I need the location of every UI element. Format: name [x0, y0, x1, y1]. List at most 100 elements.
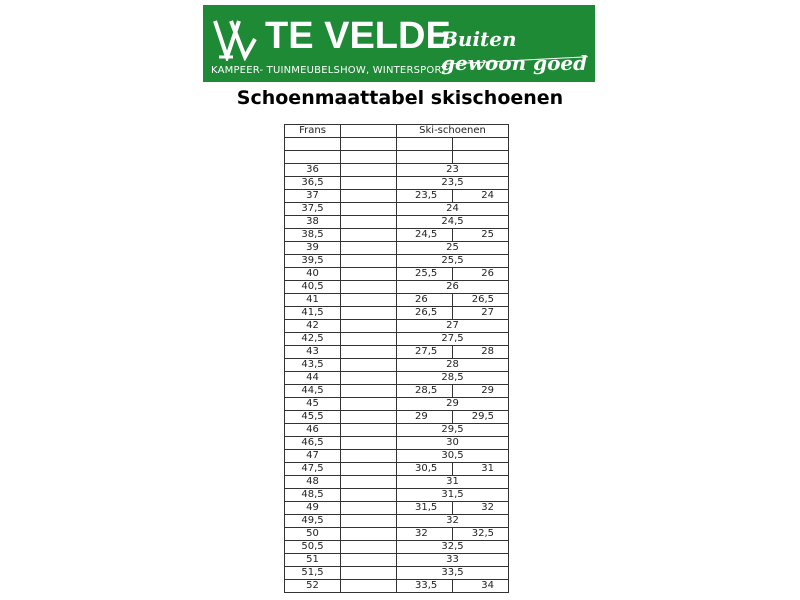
ski-size-high: 29,5 — [452, 410, 509, 424]
empty-cell — [340, 462, 397, 476]
brand-name: TE VELDE — [265, 15, 451, 57]
header-ski: Ski-schoenen — [396, 124, 509, 138]
ski-size-low: 33,5 — [396, 579, 453, 593]
ski-size: 25 — [396, 241, 509, 255]
ski-size: 23,5 — [396, 176, 509, 190]
empty-cell — [340, 228, 397, 242]
logo-banner: TE VELDE KAMPEER- TUINMEUBELSHOW, WINTER… — [203, 5, 595, 82]
ski-size: 23 — [396, 163, 509, 177]
table-row: 46 29,5 — [284, 423, 509, 437]
ski-size: 31,5 — [396, 488, 509, 502]
ski-size-low: 29 — [396, 410, 453, 424]
table-row: 52 33,5 34 — [284, 579, 509, 593]
ski-size-high: 29 — [452, 384, 509, 398]
ski-size: 26 — [396, 280, 509, 294]
table-row: 51 33 — [284, 553, 509, 567]
frans-size: 44 — [284, 371, 341, 385]
frans-size: 47 — [284, 449, 341, 463]
ski-size: 27,5 — [396, 332, 509, 346]
ski-size-low: 28,5 — [396, 384, 453, 398]
empty-cell — [340, 202, 397, 216]
table-row: 42 27 — [284, 319, 509, 333]
table-row: 47 30,5 — [284, 449, 509, 463]
ski-size: 27 — [396, 319, 509, 333]
empty-cell — [340, 566, 397, 580]
table-row: 50,5 32,5 — [284, 540, 509, 554]
empty-cell — [340, 514, 397, 528]
table-row: 45 29 — [284, 397, 509, 411]
ski-size-high: 24 — [452, 189, 509, 203]
ski-size-high: 27 — [452, 306, 509, 320]
frans-size: 50,5 — [284, 540, 341, 554]
empty-cell — [340, 371, 397, 385]
table-row: 47,5 30,5 31 — [284, 462, 509, 476]
ski-size: 25,5 — [396, 254, 509, 268]
empty-cell — [340, 384, 397, 398]
table-row: 51,5 33,5 — [284, 566, 509, 580]
table-row: 38 24,5 — [284, 215, 509, 229]
table-header-row: Frans Ski-schoenen — [284, 124, 509, 138]
frans-size: 44,5 — [284, 384, 341, 398]
empty-cell — [340, 189, 397, 203]
frans-size: 40 — [284, 267, 341, 281]
table-row: 44 28,5 — [284, 371, 509, 385]
frans-size: 41 — [284, 293, 341, 307]
brand-slogan: Buiten gewoon goed — [441, 27, 588, 75]
empty-cell — [340, 553, 397, 567]
frans-size: 43 — [284, 345, 341, 359]
frans-size: 45 — [284, 397, 341, 411]
frans-size: 38,5 — [284, 228, 341, 242]
empty-cell — [340, 319, 397, 333]
ski-size-low: 32 — [396, 527, 453, 541]
ski-size-low: 27,5 — [396, 345, 453, 359]
ski-size-high: 26,5 — [452, 293, 509, 307]
table-row: 44,5 28,5 29 — [284, 384, 509, 398]
frans-size: 43,5 — [284, 358, 341, 372]
ski-size-high: 31 — [452, 462, 509, 476]
frans-size: 47,5 — [284, 462, 341, 476]
frans-size: 45,5 — [284, 410, 341, 424]
ski-size-low: 26 — [396, 293, 453, 307]
frans-size: 39 — [284, 241, 341, 255]
ski-size-low: 26,5 — [396, 306, 453, 320]
ski-size: 33,5 — [396, 566, 509, 580]
blank-row — [284, 137, 509, 151]
empty-cell — [340, 410, 397, 424]
frans-size: 39,5 — [284, 254, 341, 268]
frans-size: 46 — [284, 423, 341, 437]
table-row: 37 23,5 24 — [284, 189, 509, 203]
empty-cell — [340, 241, 397, 255]
ski-size-high: 32 — [452, 501, 509, 515]
frans-size: 36 — [284, 163, 341, 177]
size-table: Frans Ski-schoenen 36 23 36,5 23,5 37 23,5 24 3… — [284, 124, 509, 593]
brand-subtitle: KAMPEER- TUINMEUBELSHOW, WINTERSPORT — [211, 65, 448, 76]
frans-size: 40,5 — [284, 280, 341, 294]
ski-size-high: 32,5 — [452, 527, 509, 541]
table-row: 50 32 32,5 — [284, 527, 509, 541]
empty-cell — [340, 527, 397, 541]
ski-size: 29 — [396, 397, 509, 411]
ski-size-high: 28 — [452, 345, 509, 359]
frans-size: 42,5 — [284, 332, 341, 346]
empty-cell — [340, 488, 397, 502]
table-row: 49 31,5 32 — [284, 501, 509, 515]
frans-size: 51 — [284, 553, 341, 567]
table-row: 37,5 24 — [284, 202, 509, 216]
frans-size: 41,5 — [284, 306, 341, 320]
frans-size: 38 — [284, 215, 341, 229]
table-row: 43 27,5 28 — [284, 345, 509, 359]
empty-cell — [340, 358, 397, 372]
empty-cell — [340, 436, 397, 450]
table-row: 45,5 29 29,5 — [284, 410, 509, 424]
blank-row — [284, 150, 509, 164]
ski-size-low: 31,5 — [396, 501, 453, 515]
table-row: 36,5 23,5 — [284, 176, 509, 190]
frans-size: 37 — [284, 189, 341, 203]
table-row: 46,5 30 — [284, 436, 509, 450]
ski-size: 32 — [396, 514, 509, 528]
empty-cell — [340, 449, 397, 463]
frans-size: 36,5 — [284, 176, 341, 190]
ski-size-low: 30,5 — [396, 462, 453, 476]
ski-size: 30,5 — [396, 449, 509, 463]
frans-size: 49 — [284, 501, 341, 515]
